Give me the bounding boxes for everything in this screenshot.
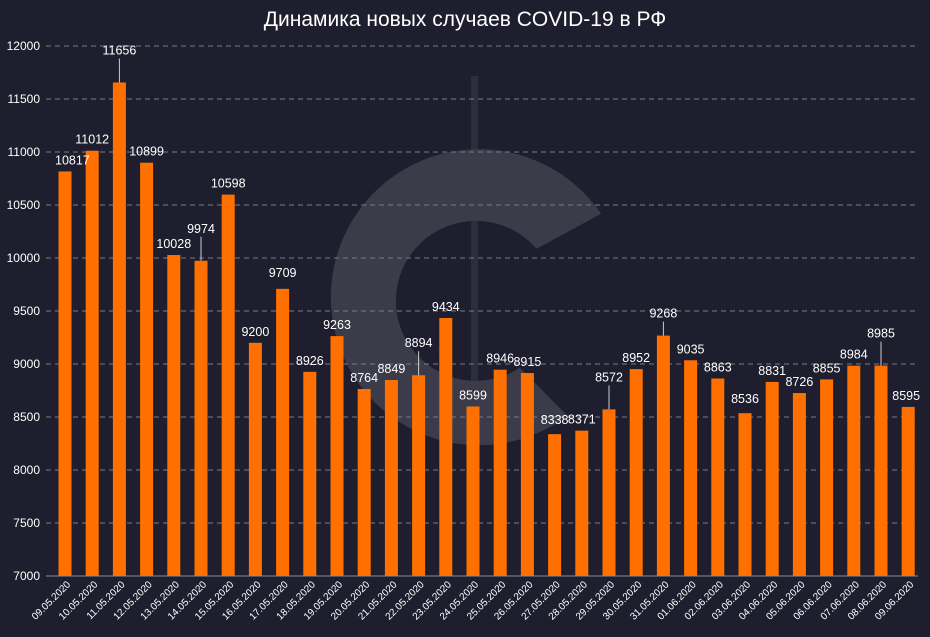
y-tick-label: 8500 [13,410,40,424]
bar [112,82,126,577]
data-label: 9434 [432,300,460,314]
bar [847,365,861,576]
bar [303,371,317,576]
data-label: 8863 [704,361,732,375]
x-axis: 09.05.202010.05.202011.05.202012.05.2020… [30,579,917,622]
bar [194,260,208,576]
bar [901,406,915,576]
bar [602,409,616,576]
data-label: 10028 [156,237,191,251]
data-label: 9200 [241,325,269,339]
bar [412,375,426,576]
y-axis: 7000 7500 8000 8500 9000 9500 10000 10500 11000 1… [7,39,41,583]
bar [248,342,262,576]
data-label: 8536 [731,392,759,406]
bar [167,255,181,577]
data-label: 9268 [649,307,677,321]
bars [58,82,915,577]
bar [493,369,507,576]
bar [276,288,290,576]
data-label: 8952 [622,351,650,365]
bar [629,369,643,576]
chart-title: Динамика новых случаев COVID-19 в РФ [263,8,667,31]
data-label: 10817 [55,153,90,167]
bar [466,406,480,576]
data-label: 10899 [129,145,164,159]
bar [820,379,834,576]
y-tick-label: 9500 [13,304,40,318]
data-label: 8726 [785,375,813,389]
y-tick-label: 8000 [13,463,40,477]
data-label: 9974 [187,222,215,236]
data-label: 10598 [211,177,246,191]
data-label: 9709 [269,266,297,280]
bar [58,171,72,576]
bar [140,162,154,576]
data-label: 8915 [513,355,541,369]
bar [792,393,806,576]
y-tick-label: 7000 [13,569,40,583]
y-tick-label: 11000 [8,145,41,159]
bar [439,317,453,576]
data-label: 9035 [677,342,705,356]
bar [221,194,235,576]
data-label: 8764 [350,371,378,385]
data-label: 8595 [892,389,920,403]
bar [656,335,670,576]
bar [384,380,398,576]
bar [520,373,534,576]
y-tick-label: 11500 [8,92,41,106]
data-label: 8599 [459,389,487,403]
bar [738,413,752,576]
y-tick-label: 7500 [13,516,40,530]
bar [684,360,698,576]
bar [548,434,562,576]
data-label: 8946 [486,352,514,366]
watermark-logo [330,76,602,480]
bar [357,389,371,576]
grid-lines [46,45,918,577]
y-tick-label: 10000 [7,251,41,265]
data-label: 8572 [595,370,623,384]
data-label: 8338 [541,413,569,427]
y-tick-label: 12000 [7,39,41,53]
y-tick-label: 10500 [7,198,41,212]
data-label: 8855 [813,361,841,375]
data-label: 11656 [102,43,136,57]
y-tick-label: 9000 [13,357,40,371]
data-label: 8926 [296,354,324,368]
bar [330,336,344,576]
bar [575,430,589,576]
data-label: 8371 [568,413,596,427]
data-label: 8985 [867,327,895,341]
data-label: 11012 [75,133,109,147]
data-label: 8894 [405,336,433,350]
data-label: 9263 [323,318,351,332]
bar [765,381,779,576]
bar [874,365,888,576]
bar [85,150,99,576]
bar [711,378,725,576]
data-label: 8831 [758,364,786,378]
data-label: 8849 [377,362,405,376]
data-label: 8984 [840,348,868,362]
